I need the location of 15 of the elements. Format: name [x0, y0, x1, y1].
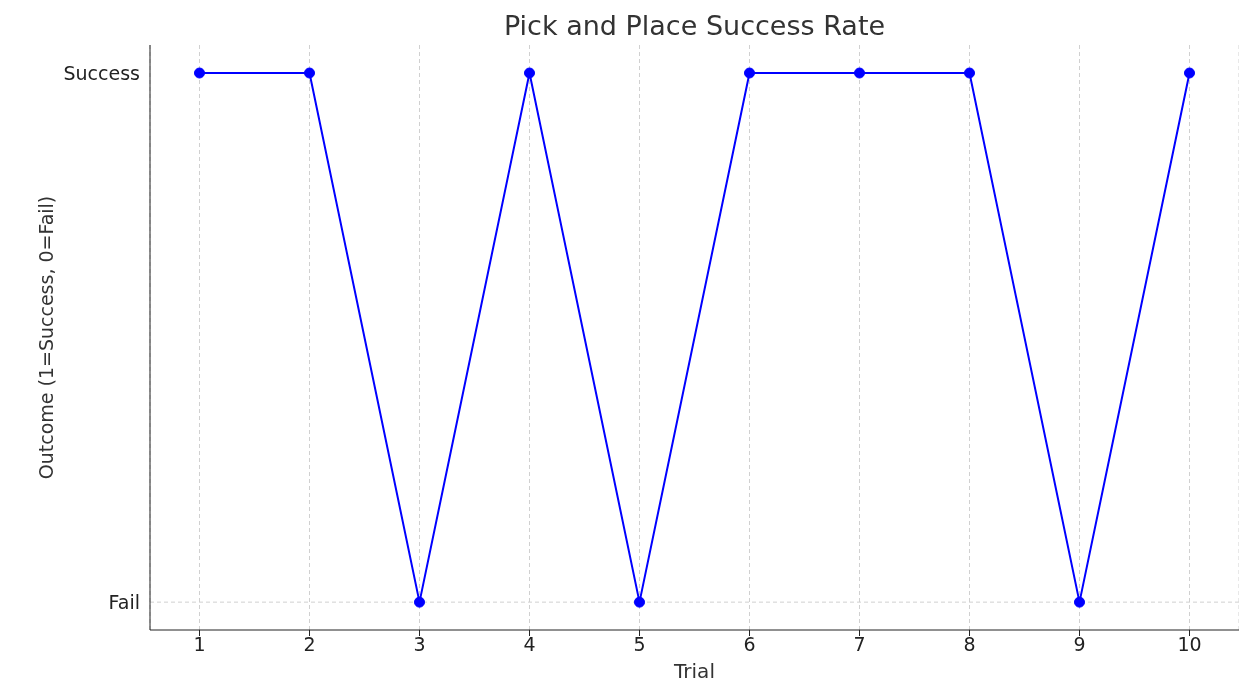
x-tick-label: 3 — [413, 633, 426, 656]
x-tick-label: 5 — [633, 633, 646, 656]
x-tick-label: 10 — [1177, 633, 1202, 656]
ref-line-label: Fail — [108, 590, 140, 613]
x-tick-label: 4 — [523, 633, 536, 656]
x-tick-label: 8 — [963, 633, 976, 656]
x-axis-title: Trial — [673, 659, 715, 683]
x-tick-label: 1 — [193, 633, 206, 656]
text: Success — [63, 61, 140, 84]
x-tick-label: 7 — [853, 633, 866, 656]
y-axis-title: Outcome (1=Success, 0=Fail) — [34, 195, 57, 480]
x-tick-label: 9 — [1073, 633, 1086, 656]
chart-title: Pick and Place Success Rate — [502, 10, 887, 41]
x-tick-label: 2 — [303, 633, 316, 656]
x-tick-label: 6 — [743, 633, 756, 656]
